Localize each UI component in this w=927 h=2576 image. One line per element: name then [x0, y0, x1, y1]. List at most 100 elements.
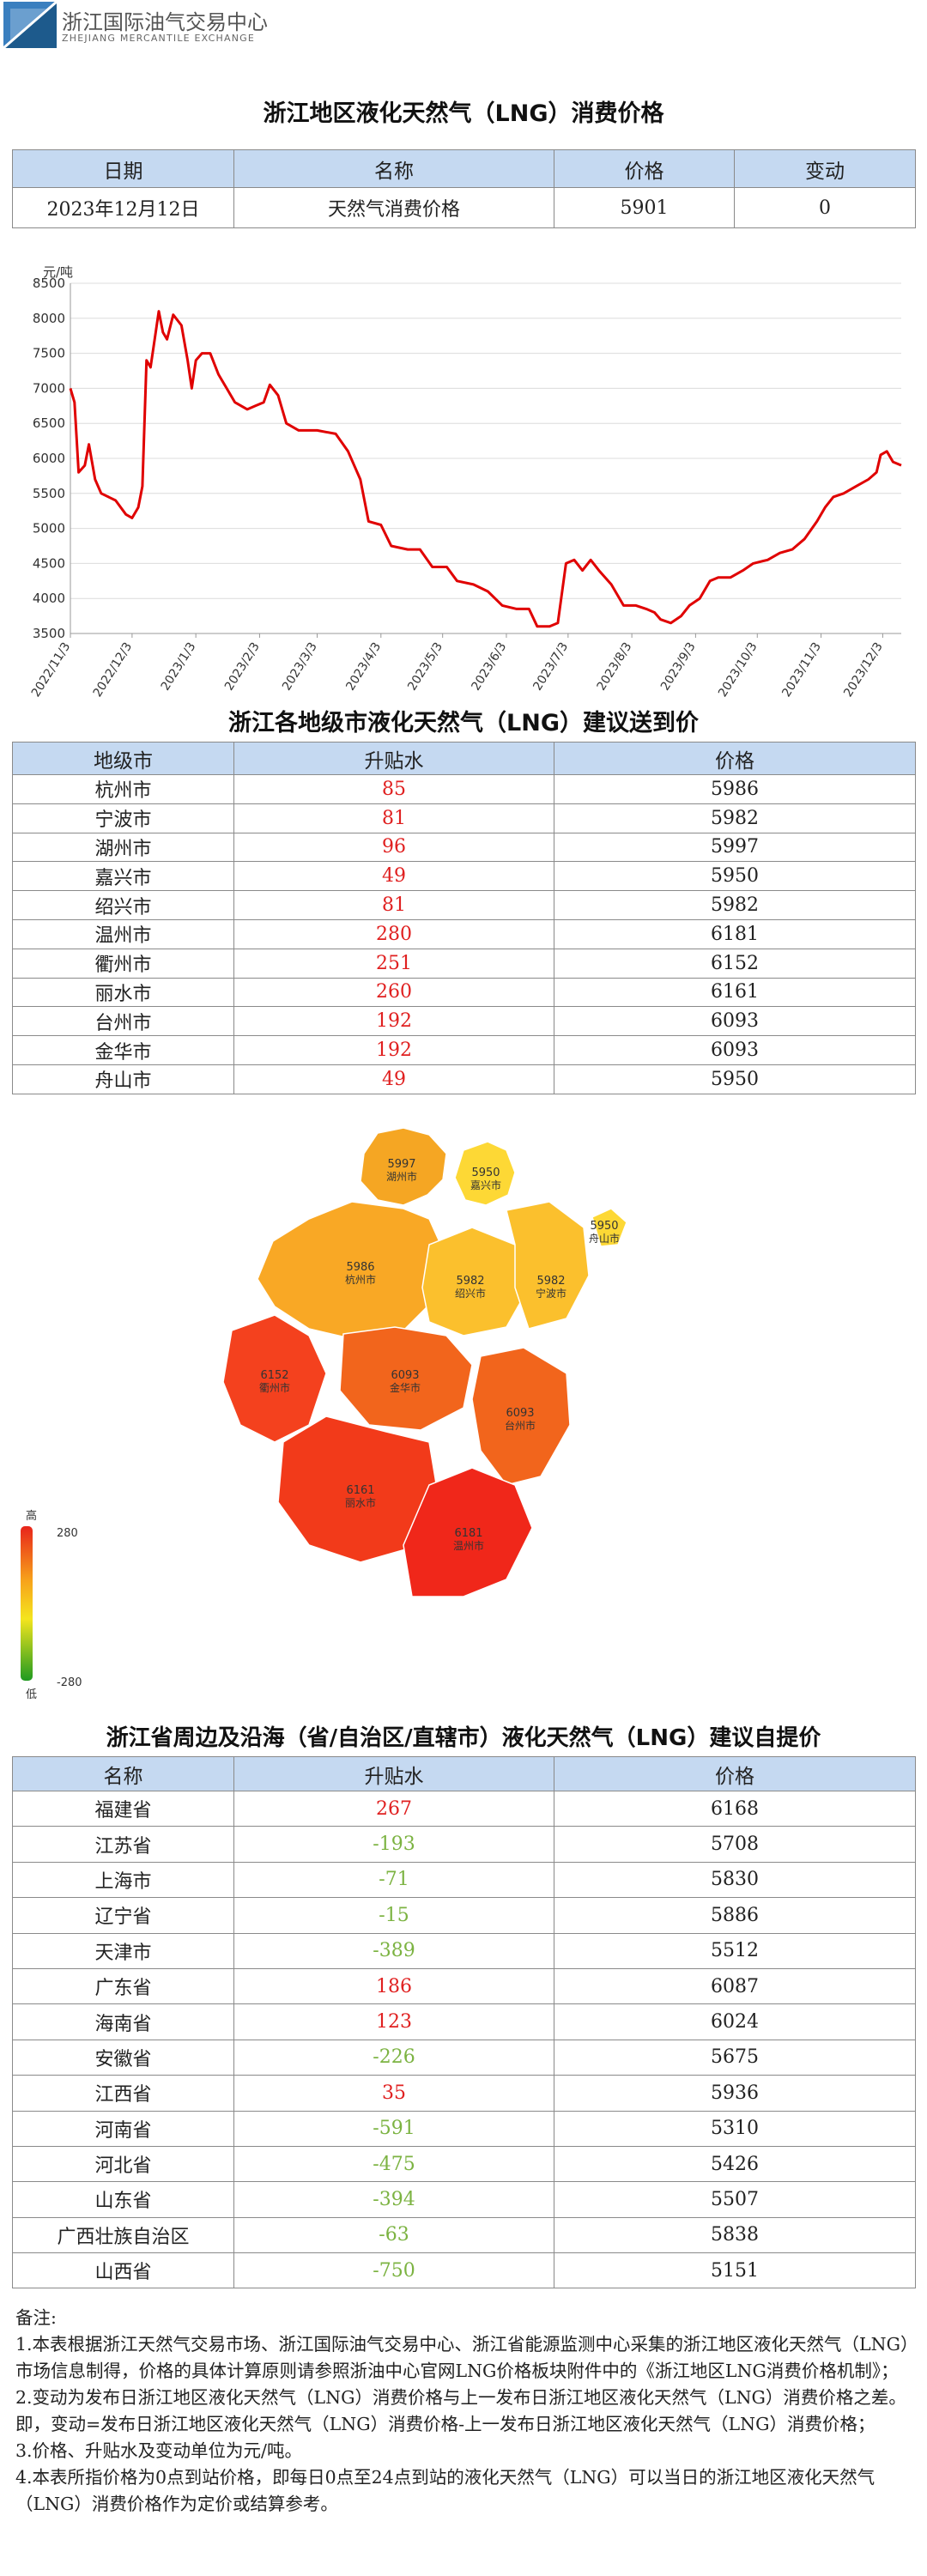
table-row: 金华市 192 6093 — [12, 1035, 916, 1065]
x-tick-label: 2023/1/3 — [159, 640, 199, 694]
y-tick-label: 3500 — [33, 626, 65, 641]
map-region-name: 嘉兴市 — [470, 1179, 501, 1191]
col-city: 地级市 — [12, 742, 234, 775]
premium-cell: -475 — [233, 2145, 554, 2183]
map-region — [591, 1208, 627, 1247]
premium-cell: 81 — [233, 803, 554, 833]
map-region-name: 舟山市 — [589, 1232, 620, 1245]
map-region-name: 湖州市 — [386, 1170, 417, 1183]
table-row: 辽宁省 -15 5886 — [12, 1897, 916, 1934]
premium-cell: 49 — [233, 861, 554, 892]
x-tick-label: 2023/10/3 — [716, 640, 760, 700]
price-cell: 5507 — [554, 2181, 916, 2218]
price-history-chart: 3500 4000 4500 5000 5500 6000 6500 7000 7500 8000… — [29, 264, 902, 700]
name-cell: 辽宁省 — [12, 1897, 234, 1934]
map-region-name: 宁波市 — [536, 1287, 566, 1300]
map-region-price: 6093 — [506, 1407, 534, 1420]
name-cell: 天津市 — [12, 1932, 234, 1969]
x-tick-label: 2023/6/3 — [469, 640, 509, 694]
name-cell: 丽水市 — [12, 977, 234, 1008]
x-tick-label: 2023/2/3 — [222, 640, 263, 694]
table-row: 宁波市 81 5982 — [12, 803, 916, 833]
y-tick-label: 8000 — [33, 311, 65, 326]
table-row: 杭州市 85 5986 — [12, 774, 916, 804]
price-cell: 5512 — [554, 1932, 916, 1969]
y-tick-label: 5000 — [33, 521, 65, 536]
price-cell: 5950 — [554, 1064, 916, 1094]
name-cell: 广西壮族自治区 — [12, 2216, 234, 2254]
table-row: 福建省 267 6168 — [12, 1790, 916, 1827]
name-cell: 宁波市 — [12, 803, 234, 833]
premium-cell: 280 — [233, 918, 554, 949]
map-region-price: 5982 — [456, 1275, 484, 1288]
premium-cell: -63 — [233, 2216, 554, 2254]
price-cell: 5838 — [554, 2216, 916, 2254]
name-cell: 杭州市 — [12, 774, 234, 804]
consumer-price-title: 浙江地区液化天然气（LNG）消费价格 — [263, 100, 664, 127]
legend-min-label: -280 — [57, 1676, 82, 1689]
map-region — [403, 1467, 533, 1597]
x-tick-label: 2023/12/3 — [841, 640, 886, 700]
map-region-name: 衢州市 — [259, 1381, 290, 1394]
col-date: 日期 — [12, 149, 234, 188]
col-price: 价格 — [554, 742, 916, 775]
premium-cell: -394 — [233, 2181, 554, 2218]
premium-cell: 192 — [233, 1006, 554, 1037]
y-axis-label: 元/吨 — [43, 264, 73, 280]
map-region-name: 台州市 — [505, 1419, 536, 1432]
premium-cell: -389 — [233, 1932, 554, 1969]
org-name-en: ZHEJIANG MERCANTILE EXCHANGE — [62, 33, 255, 44]
consumer-price-table: 日期 名称 价格 变动 2023年12月12日 天然气消费价格 5901 0 — [12, 149, 916, 228]
name-cell: 山西省 — [12, 2252, 234, 2289]
map-legend: 高 低 280 -280 — [21, 1509, 82, 1700]
map-region-price: 6093 — [391, 1369, 419, 1382]
change-cell: 0 — [734, 187, 916, 228]
table-row: 嘉兴市 49 5950 — [12, 861, 916, 892]
map-region — [360, 1127, 447, 1206]
name-cell: 安徽省 — [12, 2039, 234, 2076]
col-price: 价格 — [554, 1756, 916, 1791]
city-price-title: 浙江各地级市液化天然气（LNG）建议送到价 — [228, 710, 699, 736]
table-row: 上海市 -71 5830 — [12, 1861, 916, 1899]
col-name: 名称 — [12, 1756, 234, 1791]
table-row: 山东省 -394 5507 — [12, 2181, 916, 2218]
price-cell: 5982 — [554, 890, 916, 920]
premium-cell: -193 — [233, 1826, 554, 1863]
col-price: 价格 — [554, 149, 735, 188]
map-region — [421, 1227, 530, 1336]
name-cell: 江西省 — [12, 2075, 234, 2112]
name-cell: 绍兴市 — [12, 890, 234, 920]
legend-max-label: 280 — [57, 1527, 78, 1540]
table-row: 舟山市 49 5950 — [12, 1064, 916, 1094]
name-cell: 上海市 — [12, 1861, 234, 1899]
price-cell: 5901 — [554, 187, 735, 228]
table-row: 天津市 -389 5512 — [12, 1932, 916, 1969]
org-name-cn: 浙江国际油气交易中心 — [62, 10, 268, 34]
map-region-price: 6161 — [346, 1484, 374, 1497]
x-tick-label: 2022/12/3 — [91, 640, 136, 700]
price-cell: 5310 — [554, 2110, 916, 2147]
name-cell: 海南省 — [12, 2003, 234, 2040]
table-row: 湖州市 96 5997 — [12, 832, 916, 863]
premium-cell: 123 — [233, 2003, 554, 2040]
map-region-price: 5982 — [536, 1275, 565, 1288]
note-3: 3.价格、升贴水及变动单位为元/吨。 — [15, 2440, 302, 2461]
notes-heading: 备注: — [15, 2307, 57, 2328]
legend-low-label: 低 — [26, 1688, 37, 1700]
name-cell: 湖州市 — [12, 832, 234, 863]
premium-cell: 251 — [233, 948, 554, 979]
map-region-name: 丽水市 — [345, 1496, 376, 1509]
name-cell: 温州市 — [12, 918, 234, 949]
city-price-table: 地级市 升贴水 价格 杭州市 85 5986 宁波市 81 5982 湖州市 96 5997 嘉兴… — [12, 742, 916, 1094]
note-4: 4.本表所指价格为0点到站价格，即每日0点至24点到站的液化天然气（LNG）可以… — [15, 2467, 876, 2514]
price-cell: 5986 — [554, 774, 916, 804]
table-row: 绍兴市 81 5982 — [12, 890, 916, 920]
legend-gradient-bar — [21, 1526, 33, 1681]
col-premium: 升贴水 — [233, 1756, 554, 1791]
table-header-row: 地级市 升贴水 价格 — [12, 742, 916, 775]
x-tick-label: 2023/5/3 — [405, 640, 445, 694]
price-cell: 5950 — [554, 861, 916, 892]
name-cell: 山东省 — [12, 2181, 234, 2218]
map-region-price: 5997 — [387, 1158, 415, 1171]
